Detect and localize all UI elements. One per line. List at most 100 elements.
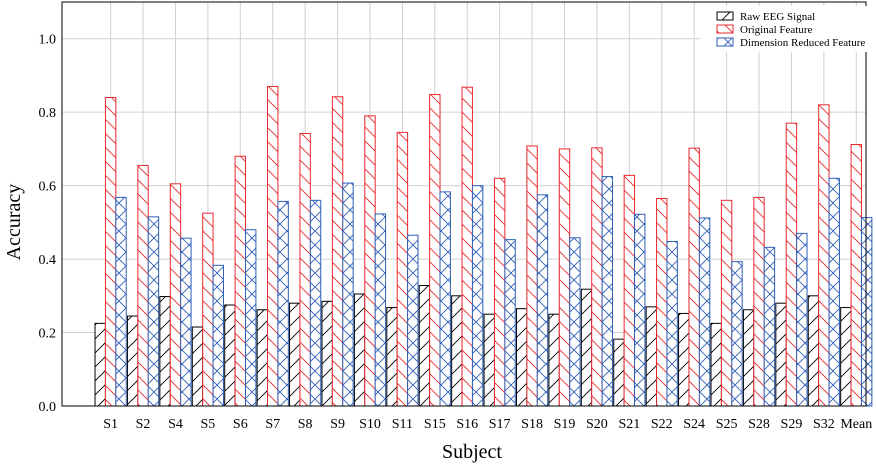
bar-S7-3 bbox=[277, 200, 289, 407]
x-tick-label: S19 bbox=[554, 417, 576, 432]
bar-S1-1 bbox=[94, 322, 106, 407]
x-tick-label: S22 bbox=[651, 417, 673, 432]
bar-S2-2 bbox=[137, 164, 149, 407]
bar-S25-3 bbox=[731, 261, 743, 407]
x-tick-label: S15 bbox=[424, 417, 446, 432]
x-tick-label: S2 bbox=[136, 417, 151, 432]
x-tick-label: S28 bbox=[748, 417, 770, 432]
bar-S29-1 bbox=[775, 302, 787, 407]
bar-S6-1 bbox=[224, 304, 236, 407]
bar-S19-1 bbox=[548, 313, 560, 407]
y-tick-label: 0.2 bbox=[39, 327, 57, 342]
x-axis-title: Subject bbox=[442, 441, 502, 463]
x-tick-label: S9 bbox=[330, 417, 345, 432]
bar-S15-3 bbox=[439, 191, 451, 407]
bar-S24-3 bbox=[698, 217, 711, 407]
bar-S8-1 bbox=[289, 302, 301, 407]
x-tick-label: S4 bbox=[168, 417, 183, 432]
bar-S32-3 bbox=[828, 177, 840, 407]
bar-S15-2 bbox=[429, 94, 441, 407]
x-tick-label: S18 bbox=[521, 417, 543, 432]
bar-S9-1 bbox=[321, 300, 333, 407]
bar-S4-2 bbox=[169, 183, 182, 407]
bar-S20-1 bbox=[580, 288, 593, 407]
bar-S19-3 bbox=[569, 237, 581, 407]
bar-Mean-1 bbox=[840, 307, 852, 407]
legend-label-2: Original Feature bbox=[740, 24, 813, 36]
x-tick-label: S10 bbox=[359, 417, 381, 432]
bar-S16-3 bbox=[471, 185, 484, 407]
y-tick-label: 1.0 bbox=[39, 33, 57, 48]
x-tick-label: S16 bbox=[456, 417, 478, 432]
bar-S8-3 bbox=[309, 199, 322, 407]
bar-Mean-3 bbox=[860, 217, 873, 407]
bar-S5-2 bbox=[202, 212, 214, 407]
bar-S6-3 bbox=[245, 229, 257, 407]
bar-S7-1 bbox=[256, 309, 269, 407]
bar-S7-2 bbox=[267, 85, 279, 407]
y-tick-label: 0.8 bbox=[39, 106, 57, 121]
x-tick-label: S32 bbox=[813, 417, 835, 432]
plot-frame bbox=[61, 1, 867, 407]
bar-S11-2 bbox=[396, 131, 409, 407]
y-tick-label: 0.0 bbox=[39, 400, 57, 415]
bar-S28-1 bbox=[742, 309, 755, 407]
bar-S16-2 bbox=[461, 86, 473, 407]
bar-S24-1 bbox=[678, 312, 690, 407]
bar-S18-2 bbox=[526, 145, 538, 407]
bar-S20-3 bbox=[601, 175, 614, 407]
bar-S17-3 bbox=[504, 239, 516, 407]
bar-S11-3 bbox=[407, 234, 419, 407]
bar-S22-1 bbox=[645, 306, 658, 407]
x-tick-label: S29 bbox=[781, 417, 803, 432]
bar-S20-2 bbox=[591, 147, 603, 407]
x-tick-label: S5 bbox=[200, 417, 215, 432]
x-tick-label: S21 bbox=[618, 417, 640, 432]
bar-S1-2 bbox=[104, 96, 117, 407]
bar-S29-3 bbox=[796, 232, 808, 407]
y-tick-label: 0.4 bbox=[39, 253, 57, 268]
bar-Mean-2 bbox=[850, 144, 862, 407]
bar-S10-1 bbox=[353, 293, 366, 407]
bar-S5-3 bbox=[212, 264, 224, 407]
legend-label-3: Dimension Reduced Feature bbox=[740, 37, 865, 49]
x-tick-label: S20 bbox=[586, 417, 608, 432]
bar-S1-3 bbox=[115, 196, 127, 407]
x-tick-labels: S1 S2 S4 S5 S6 S7 S8 S9 S10 S11 S15 S16 S17 S18 S19 S20… bbox=[103, 417, 872, 432]
bar-S29-2 bbox=[785, 122, 798, 407]
legend-swatch-1 bbox=[716, 11, 734, 21]
bar-S4-3 bbox=[180, 237, 192, 407]
bar-S32-2 bbox=[818, 104, 830, 407]
bar-S9-3 bbox=[342, 182, 354, 407]
bar-S10-2 bbox=[364, 115, 376, 407]
bar-S24-2 bbox=[688, 147, 700, 407]
bar-S18-1 bbox=[515, 308, 528, 407]
legend-swatch-3 bbox=[716, 37, 734, 47]
x-tick-label: S7 bbox=[265, 417, 280, 432]
bar-S8-2 bbox=[299, 132, 311, 407]
bar-S22-3 bbox=[666, 240, 678, 407]
x-tick-label: S25 bbox=[716, 417, 738, 432]
bar-S21-1 bbox=[613, 338, 625, 407]
bar-S21-3 bbox=[634, 213, 646, 407]
bar-S6-2 bbox=[234, 155, 247, 407]
legend-label-1: Raw EEG Signal bbox=[740, 11, 815, 23]
bar-S28-3 bbox=[763, 246, 776, 407]
bar-S17-2 bbox=[493, 177, 506, 407]
y-tick-label: 0.6 bbox=[39, 180, 57, 195]
bar-S28-2 bbox=[753, 196, 765, 407]
bar-S32-1 bbox=[807, 295, 820, 407]
bar-S11-1 bbox=[386, 307, 398, 407]
x-tick-label: S24 bbox=[683, 417, 705, 432]
x-tick-label: S8 bbox=[298, 417, 313, 432]
x-tick-label: S6 bbox=[233, 417, 248, 432]
bar-S4-1 bbox=[159, 296, 171, 407]
bar-S16-1 bbox=[451, 295, 463, 407]
bar-S5-1 bbox=[191, 326, 204, 407]
bar-S15-1 bbox=[418, 285, 431, 407]
bar-S2-1 bbox=[126, 315, 139, 407]
y-axis-title: Accuracy bbox=[3, 184, 25, 261]
x-tick-label: S17 bbox=[489, 417, 511, 432]
x-tick-label: S1 bbox=[103, 417, 118, 432]
bar-S9-2 bbox=[331, 96, 344, 407]
